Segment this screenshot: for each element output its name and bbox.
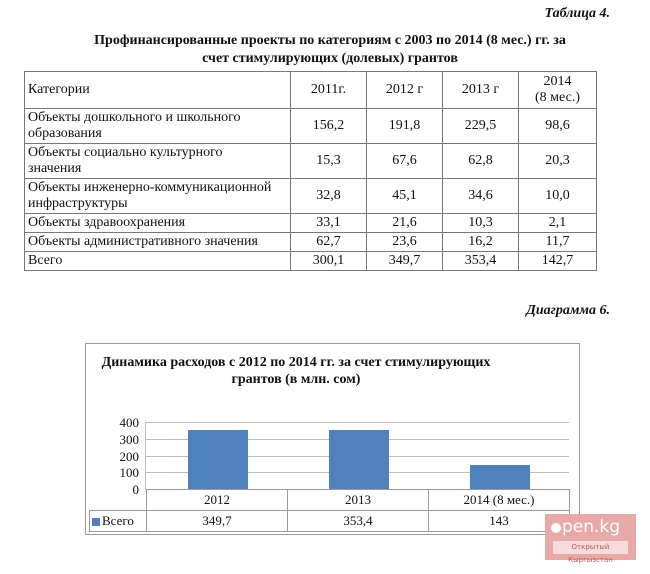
header-2012: 2012 г: [366, 71, 443, 109]
y-tick: 100: [119, 465, 140, 480]
cell-value: 10,3: [442, 213, 519, 233]
funding-table: Категории 2011г. 2012 г 2013 г 2014 (8 м…: [24, 71, 597, 271]
openkg-watermark: pen.kg Открытый Кыргызстан: [545, 514, 636, 564]
legend-swatch-icon: [92, 518, 100, 527]
header-2014: 2014 (8 мес.): [518, 71, 597, 109]
table-row: Объекты дошкольного и школьного образован…: [24, 108, 597, 144]
table-title-line1: Профинансированные проекты по категориям…: [94, 33, 566, 48]
cell-value: 191,8: [366, 108, 443, 144]
row-category: Объекты инженерно-коммуникационной инфрас…: [24, 178, 291, 214]
bar-chart: Динамика расходов с 2012 по 2014 гг. за …: [85, 343, 580, 535]
cell-value: 34,6: [442, 178, 519, 214]
table-row: Объекты инженерно-коммуникационной инфрас…: [24, 178, 597, 214]
chart-title: Динамика расходов с 2012 по 2014 гг. за …: [86, 354, 506, 388]
table-title: Профинансированные проекты по категориям…: [20, 32, 640, 68]
watermark-subtitle: Открытый Кыргызстан: [553, 541, 628, 564]
cell-value: 16,2: [442, 232, 519, 252]
y-tick: 300: [119, 432, 140, 447]
cell-value: 15,3: [290, 143, 367, 179]
data-table-category-row: 2012 2013 2014 (8 мес.): [90, 489, 570, 511]
cell-value: 62,7: [290, 232, 367, 252]
y-axis-line: [145, 422, 146, 489]
legend-entry: Всего: [89, 510, 147, 532]
table-title-line2: счет стимулирующих (долевых) грантов: [202, 51, 458, 66]
legend-label: Всего: [102, 513, 134, 528]
cell-value: 62,8: [442, 143, 519, 179]
row-category: Всего: [24, 251, 291, 271]
chart-title-line1: Динамика расходов с 2012 по 2014 гг. за …: [101, 355, 491, 370]
chart-title-line2: грантов (в млн. сом): [231, 372, 361, 387]
cell-value: 229,5: [442, 108, 519, 144]
row-category: Объекты социально культурного значения: [24, 143, 291, 179]
y-tick: 400: [119, 415, 140, 430]
cell-value: 67,6: [366, 143, 443, 179]
table-caption: Таблица 4.: [544, 6, 610, 21]
header-categories: Категории: [24, 71, 291, 109]
table-header-row: Категории 2011г. 2012 г 2013 г 2014 (8 м…: [24, 71, 597, 109]
cell-value: 353,4: [442, 251, 519, 271]
y-tick: 200: [119, 449, 140, 464]
diagram-caption: Диаграмма 6.: [526, 303, 610, 318]
cell-value: 300,1: [290, 251, 367, 271]
category-label: 2012: [146, 489, 288, 511]
row-category: Объекты административного значения: [24, 232, 291, 252]
category-label: 2014 (8 мес.): [428, 489, 570, 511]
data-table-value-row: Всего 349,7 353,4 143: [89, 510, 570, 532]
table-row: Объекты здравоохранения 33,1 21,6 10,3 2…: [24, 213, 597, 233]
header-2014-note: (8 мес.): [535, 90, 580, 105]
cell-value: 142,7: [518, 251, 597, 271]
cell-value: 33,1: [290, 213, 367, 233]
reader-icon: [551, 523, 561, 533]
value-label: 143: [428, 510, 570, 532]
table-row: Объекты административного значения 62,7 …: [24, 232, 597, 252]
cell-value: 10,0: [518, 178, 597, 214]
header-2013: 2013 г: [442, 71, 519, 109]
cell-value: 21,6: [366, 213, 443, 233]
row-category: Объекты здравоохранения: [24, 213, 291, 233]
cell-value: 349,7: [366, 251, 443, 271]
cell-value: 156,2: [290, 108, 367, 144]
cell-value: 20,3: [518, 143, 597, 179]
value-label: 349,7: [146, 510, 288, 532]
bar-2014: [470, 465, 530, 489]
value-label: 353,4: [287, 510, 429, 532]
bar-2013: [329, 430, 389, 489]
table-total-row: Всего 300,1 349,7 353,4 142,7: [24, 251, 597, 271]
cell-value: 32,8: [290, 178, 367, 214]
table-row: Объекты социально культурного значения 15…: [24, 143, 597, 179]
gridline: [145, 422, 569, 423]
cell-value: 2,1: [518, 213, 597, 233]
chart-data-table: 2012 2013 2014 (8 мес.) Всего 349,7 353,…: [89, 489, 570, 532]
row-category: Объекты дошкольного и школьного образован…: [24, 108, 291, 144]
cell-value: 45,1: [366, 178, 443, 214]
cell-value: 23,6: [366, 232, 443, 252]
bar-2012: [188, 430, 248, 489]
watermark-logo: pen.kg: [551, 516, 620, 538]
header-2011: 2011г.: [290, 71, 367, 109]
cell-value: 98,6: [518, 108, 597, 144]
y-tick: 0: [132, 482, 140, 497]
plot-area: 400 300 200 100 0: [120, 416, 569, 496]
category-label: 2013: [287, 489, 429, 511]
header-2014-year: 2014: [543, 74, 572, 89]
cell-value: 11,7: [518, 232, 597, 252]
